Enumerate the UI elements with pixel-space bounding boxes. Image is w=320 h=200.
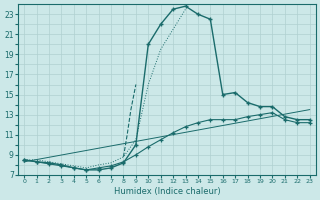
X-axis label: Humidex (Indice chaleur): Humidex (Indice chaleur) xyxy=(114,187,220,196)
